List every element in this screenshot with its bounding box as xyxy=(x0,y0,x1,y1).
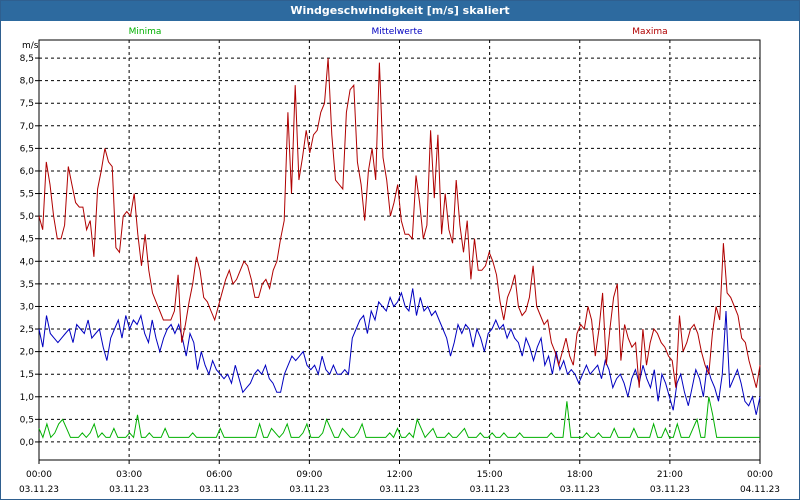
y-axis-label: m/s xyxy=(22,41,39,51)
legend-entry-minima: Minima xyxy=(129,27,162,37)
chart-title: Windgeschwindigkeit [m/s] skaliert xyxy=(1,1,799,21)
chart-series xyxy=(38,58,761,439)
x-tick-time: 18:00 xyxy=(567,470,593,480)
y-tick-label: 7,0 xyxy=(20,122,35,132)
y-tick-label: 4,5 xyxy=(20,235,34,245)
x-tick-date: 04.11.23 xyxy=(740,485,780,495)
y-tick-label: 5,5 xyxy=(20,190,34,200)
x-tick-time: 00:00 xyxy=(747,470,773,480)
y-tick-label: 0,0 xyxy=(20,438,35,448)
y-tick-label: 8,5 xyxy=(20,54,34,64)
legend-entry-maxima: Maxima xyxy=(632,27,667,37)
x-tick-date: 03.11.23 xyxy=(109,485,149,495)
x-tick-date: 03.11.23 xyxy=(560,485,600,495)
series-line-minima xyxy=(38,396,760,439)
y-tick-label: 0,5 xyxy=(20,415,34,425)
y-tick-label: 6,0 xyxy=(20,167,35,177)
y-tick-label: 1,5 xyxy=(20,370,34,380)
x-tick-date: 03.11.23 xyxy=(650,485,690,495)
x-tick-time: 00:00 xyxy=(26,470,52,480)
y-tick-label: 2,5 xyxy=(20,325,34,335)
chart-legend: Minima Mittelwerte Maxima xyxy=(129,27,668,37)
x-tick-time: 12:00 xyxy=(387,470,413,480)
y-tick-label: 3,0 xyxy=(20,302,35,312)
y-tick-label: 5,0 xyxy=(20,212,35,222)
y-tick-label: 6,5 xyxy=(20,144,34,154)
x-tick-time: 09:00 xyxy=(296,470,322,480)
chart-grid xyxy=(39,40,760,460)
x-tick-time: 06:00 xyxy=(206,470,232,480)
x-tick-date: 03.11.23 xyxy=(470,485,510,495)
y-tick-label: 1,0 xyxy=(20,393,35,403)
x-tick-time: 21:00 xyxy=(657,470,683,480)
y-axis: 0,0 0,5 1,0 1,5 2,0 2,5 3,0 3,5 4,0 4,5 5,0 5,5 6,0 6… xyxy=(20,54,39,448)
x-tick-time: 15:00 xyxy=(477,470,503,480)
y-tick-label: 2,0 xyxy=(20,348,35,358)
x-tick-date: 03.11.23 xyxy=(19,485,59,495)
y-tick-label: 7,5 xyxy=(20,99,34,109)
legend-entry-mittelwerte: Mittelwerte xyxy=(371,27,422,37)
x-tick-date: 03.11.23 xyxy=(379,485,419,495)
y-tick-label: 4,0 xyxy=(20,257,35,267)
y-tick-label: 8,0 xyxy=(20,77,35,87)
y-tick-label: 3,5 xyxy=(20,280,34,290)
x-tick-date: 03.11.23 xyxy=(289,485,329,495)
x-tick-date: 03.11.23 xyxy=(199,485,239,495)
x-axis: 00:00 03.11.23 03:00 03.11.23 06:00 03.11.23 0… xyxy=(19,460,780,495)
series-line-maxima xyxy=(38,58,761,388)
x-tick-time: 03:00 xyxy=(116,470,142,480)
